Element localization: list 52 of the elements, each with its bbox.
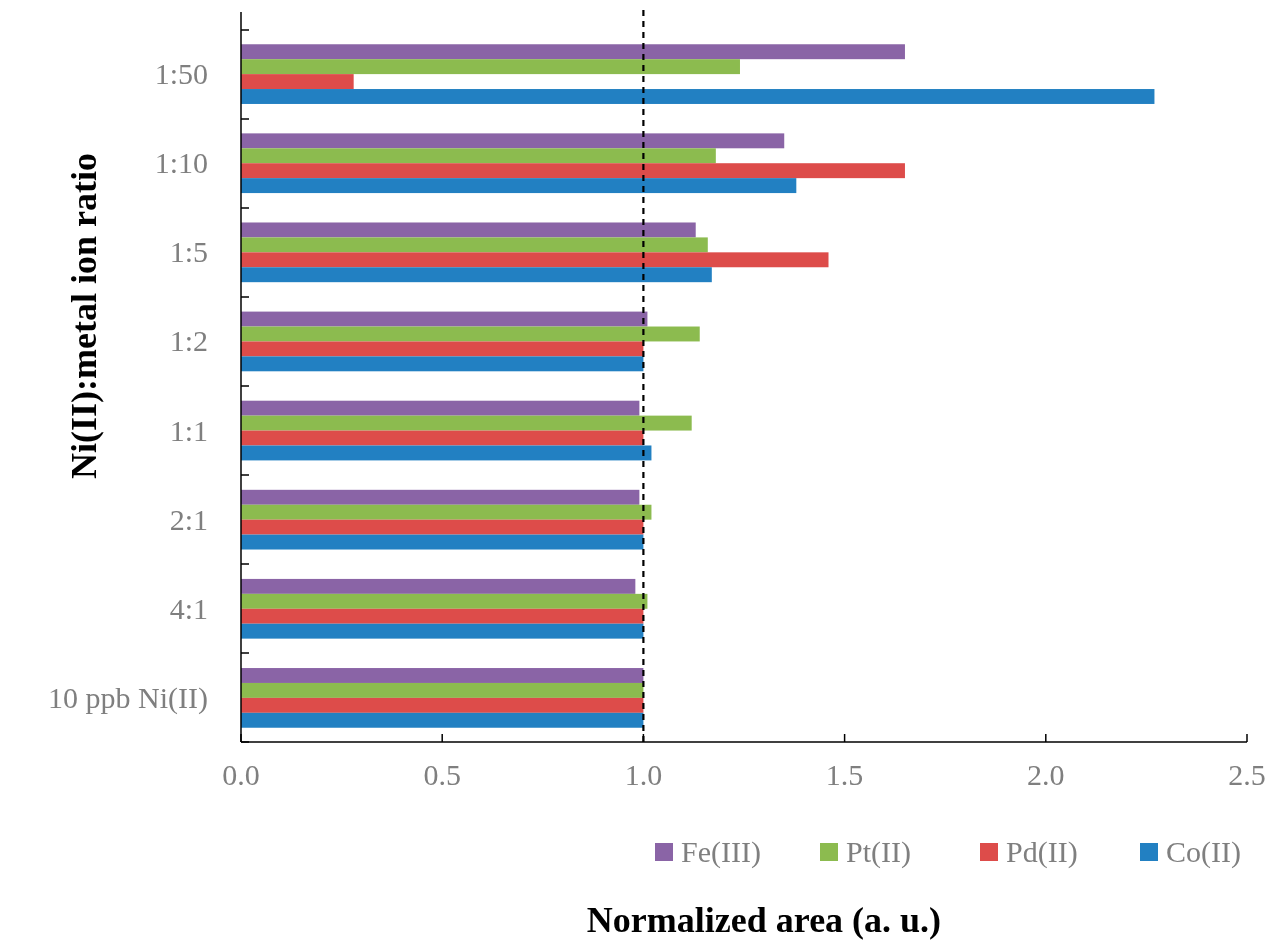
bar	[241, 311, 648, 327]
y-tick-label: 10 ppb Ni(II)	[48, 680, 208, 715]
x-tick-label: 2.0	[1027, 758, 1065, 791]
bar	[241, 133, 785, 149]
y-tick-label: 1:1	[169, 413, 208, 447]
bar	[241, 326, 700, 342]
bar	[241, 59, 740, 75]
bar	[241, 623, 644, 639]
bar	[241, 534, 644, 550]
bar	[241, 712, 644, 728]
bar	[241, 608, 644, 624]
bar	[241, 489, 640, 505]
bar	[241, 89, 1155, 104]
bar	[241, 163, 905, 179]
x-tick-label: 1.5	[825, 758, 864, 791]
y-axis-title: Ni(II):metal ion ratio	[64, 153, 104, 479]
bar	[241, 237, 708, 253]
bar	[241, 682, 644, 698]
bar	[241, 178, 797, 194]
y-tick-label: 4:1	[169, 591, 208, 625]
bar	[241, 341, 644, 357]
bar	[241, 415, 692, 431]
bar	[241, 504, 652, 520]
legend-label: Co(II)	[1166, 835, 1241, 869]
y-tick-label: 2:1	[169, 502, 208, 536]
bar	[241, 445, 652, 461]
bar	[241, 252, 829, 268]
x-tick-label: 0.0	[222, 758, 260, 791]
bar	[241, 267, 712, 283]
bar	[241, 697, 644, 713]
bar	[241, 578, 636, 594]
legend-label: Fe(III)	[681, 835, 761, 869]
y-tick-label: 1:10	[154, 146, 208, 180]
bar	[241, 148, 716, 164]
x-tick-label: 2.5	[1228, 758, 1266, 791]
x-tick-label: 1.0	[624, 758, 663, 791]
legend-label: Pt(II)	[846, 835, 911, 869]
x-tick-label: 0.5	[423, 758, 461, 791]
y-tick-label: 1:5	[169, 235, 208, 269]
x-axis-title: Normalized area (a. u.)	[586, 900, 942, 940]
bar	[241, 668, 644, 683]
bar	[241, 222, 696, 238]
y-tick-label: 1:2	[169, 324, 208, 358]
bar	[241, 356, 644, 372]
bar	[241, 593, 648, 609]
bar	[241, 400, 640, 416]
legend-label: Pd(II)	[1006, 835, 1078, 869]
bar	[241, 519, 644, 535]
bar	[241, 44, 905, 60]
y-tick-label: 1:50	[154, 57, 208, 91]
bar	[241, 74, 354, 90]
bar	[241, 430, 644, 446]
